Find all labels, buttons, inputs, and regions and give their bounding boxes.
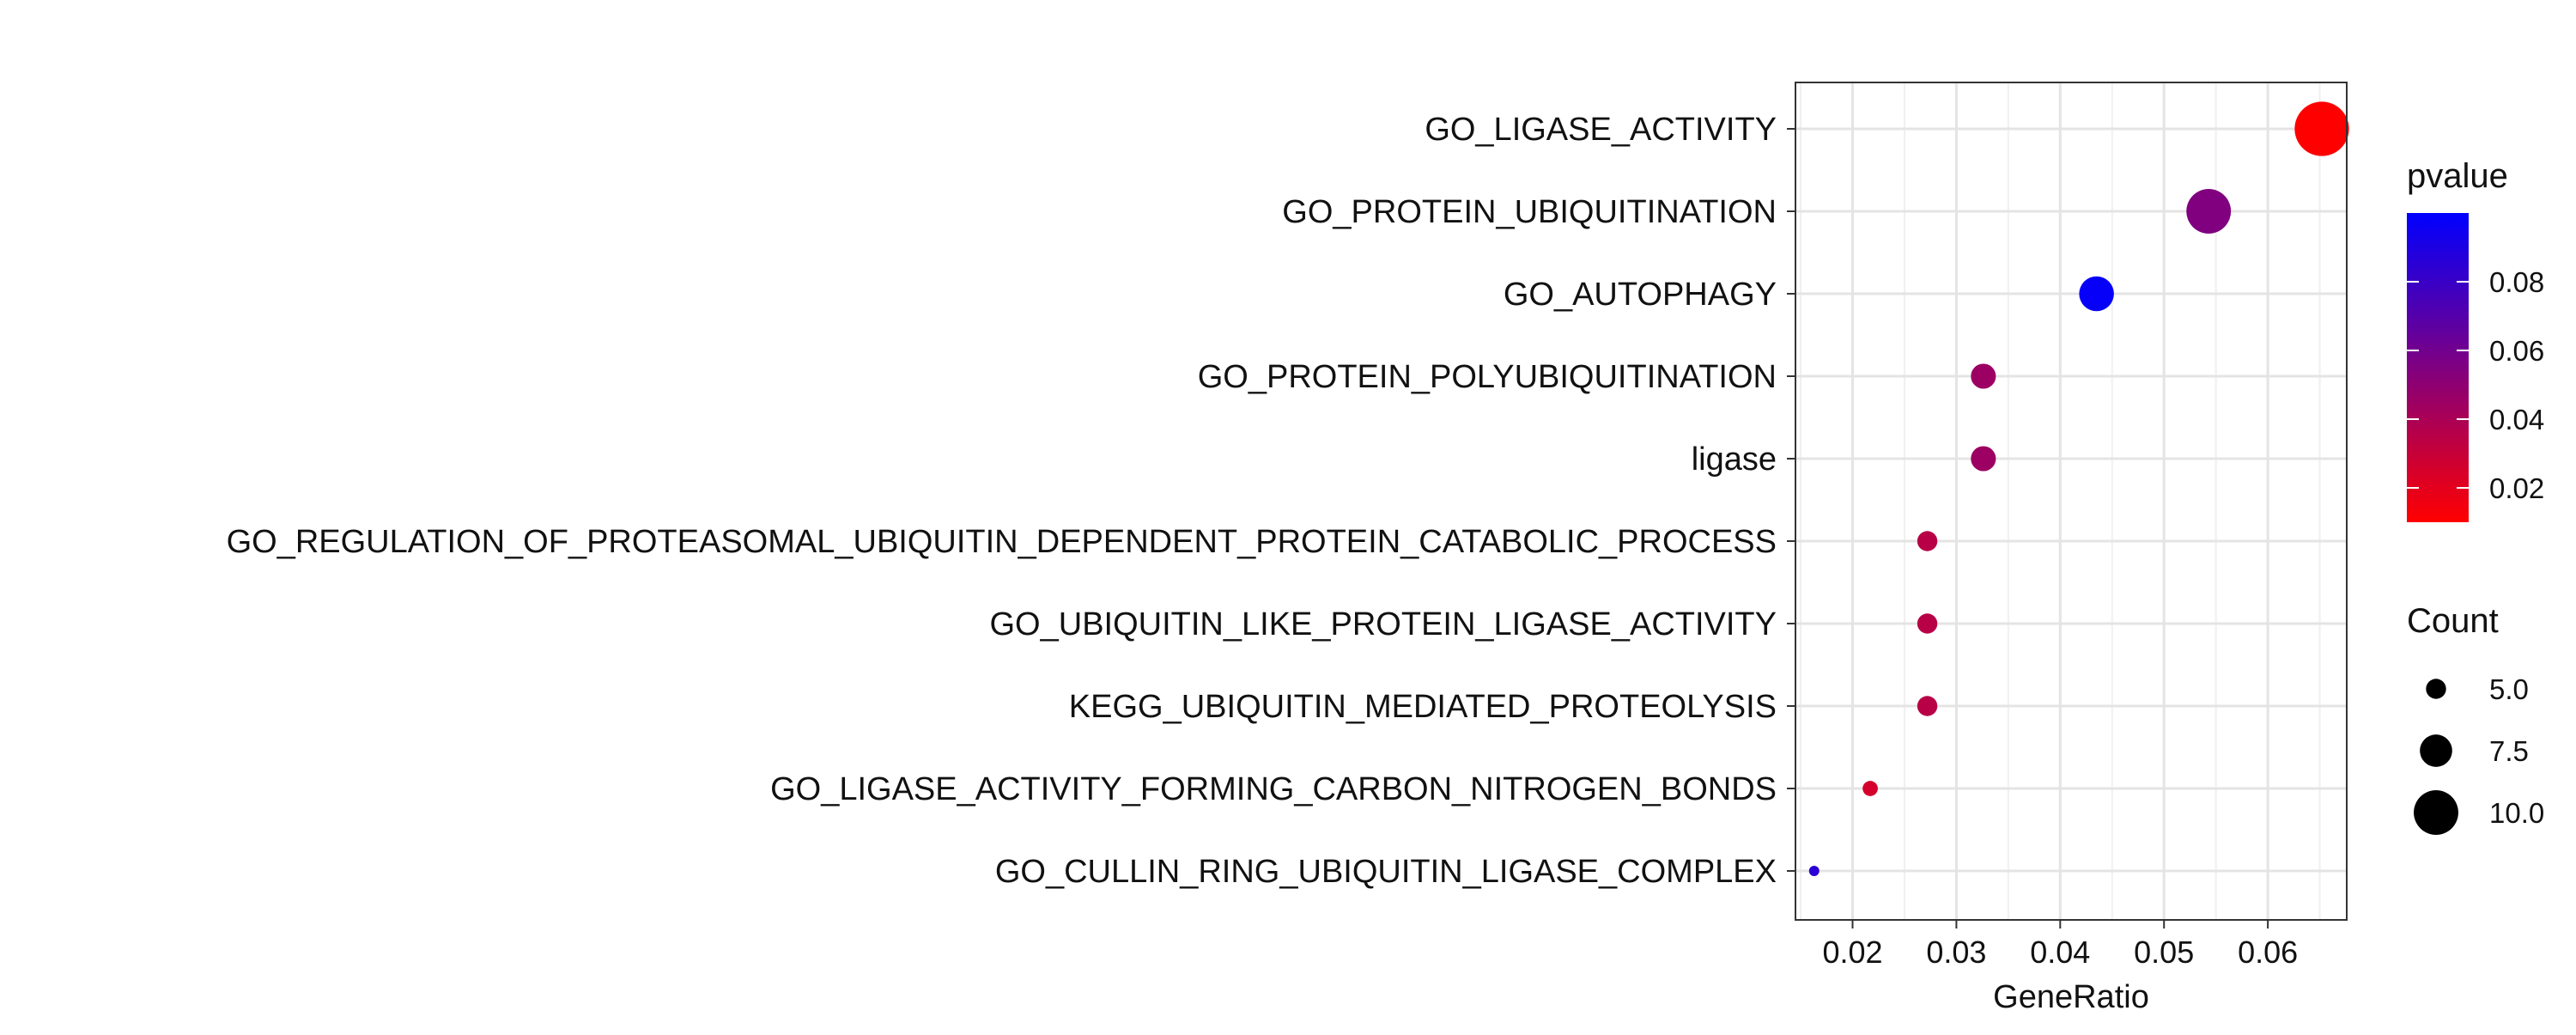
legend: pvalue 0.02 0.04 0.06 0.08 Count 5.0 7.5 10.0 <box>2407 157 2544 835</box>
x-tick-label: 0.06 <box>2238 935 2298 970</box>
count-legend-keys: 5.0 7.5 10.0 <box>2414 673 2544 835</box>
pvalue-legend-title: pvalue <box>2407 157 2508 195</box>
count-legend-dot <box>2426 679 2446 699</box>
x-tick-label: 0.02 <box>1822 935 1882 970</box>
data-points <box>1808 101 2349 876</box>
colorbar-tick-label: 0.08 <box>2489 266 2544 298</box>
x-tick-label: 0.05 <box>2134 935 2194 970</box>
y-tick-label: GO_REGULATION_OF_PROTEASOMAL_UBIQUITIN_D… <box>227 524 1777 560</box>
y-tick-label: ligase <box>1692 441 1777 478</box>
count-legend-dot <box>2420 734 2452 767</box>
count-legend-label: 5.0 <box>2489 673 2529 705</box>
y-tick-label: KEGG_UBIQUITIN_MEDIATED_PROTEOLYSIS <box>1069 689 1777 725</box>
data-point <box>2294 101 2349 156</box>
pvalue-legend-ticks: 0.02 0.04 0.06 0.08 <box>2407 266 2544 504</box>
pvalue-colorbar <box>2407 213 2469 522</box>
x-tick-label: 0.03 <box>1926 935 1986 970</box>
y-tick-label: GO_LIGASE_ACTIVITY <box>1425 112 1777 148</box>
data-point <box>1917 696 1938 716</box>
x-tick-label: 0.04 <box>2030 935 2090 970</box>
x-axis-title: GeneRatio <box>1993 979 2149 1015</box>
data-point <box>1917 531 1938 551</box>
y-tick-label: GO_UBIQUITIN_LIKE_PROTEIN_LIGASE_ACTIVIT… <box>990 606 1777 642</box>
count-legend-title: Count <box>2407 602 2499 640</box>
axis-ticks <box>1787 128 2269 928</box>
count-legend-dot <box>2414 790 2458 835</box>
x-axis-labels: 0.02 0.03 0.04 0.05 0.06 <box>1822 935 2298 970</box>
y-axis-labels: GO_LIGASE_ACTIVITY GO_PROTEIN_UBIQUITINAT… <box>227 112 1777 890</box>
colorbar-tick-label: 0.06 <box>2489 335 2544 367</box>
y-tick-label: GO_AUTOPHAGY <box>1504 277 1777 313</box>
data-point <box>1862 781 1878 796</box>
data-point <box>1808 866 1820 876</box>
data-point <box>2186 189 2232 234</box>
y-tick-label: GO_PROTEIN_UBIQUITINATION <box>1282 194 1777 230</box>
grid-lines <box>1795 82 2347 920</box>
count-legend-label: 10.0 <box>2489 797 2544 829</box>
count-legend-label: 7.5 <box>2489 735 2529 767</box>
data-point <box>1971 446 1996 472</box>
y-tick-label: GO_PROTEIN_POLYUBIQUITINATION <box>1198 359 1777 395</box>
data-point <box>2079 276 2114 312</box>
colorbar-tick-label: 0.04 <box>2489 404 2544 435</box>
y-tick-label: GO_CULLIN_RING_UBIQUITIN_LIGASE_COMPLEX <box>995 854 1777 890</box>
panel-border <box>1795 82 2348 921</box>
y-tick-label: GO_LIGASE_ACTIVITY_FORMING_CARBON_NITROG… <box>770 771 1777 807</box>
colorbar-tick-label: 0.02 <box>2489 472 2544 504</box>
data-point <box>1917 613 1938 634</box>
data-point <box>1971 363 1996 389</box>
